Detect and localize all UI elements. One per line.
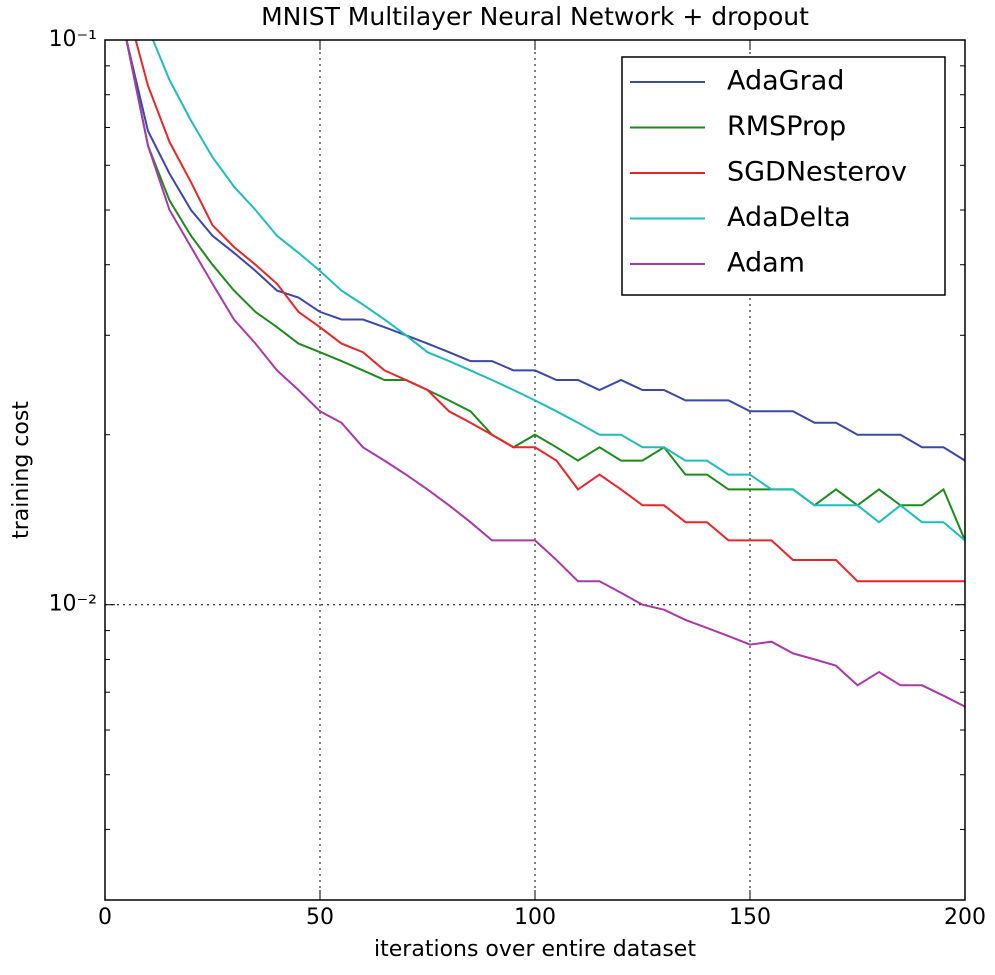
- legend-label: AdaGrad: [727, 66, 844, 97]
- x-tick-label: 100: [514, 905, 556, 930]
- legend-label: AdaDelta: [727, 202, 851, 233]
- legend-box: [621, 56, 946, 296]
- legend-label: RMSProp: [727, 111, 846, 142]
- plot-area: [125, 40, 965, 708]
- y-tick-label: 10⁻¹: [49, 27, 97, 52]
- x-tick-label: 50: [306, 905, 334, 930]
- y-tick-label: 10⁻²: [49, 592, 97, 617]
- x-tick-label: 0: [98, 905, 112, 930]
- x-tick-label: 150: [729, 905, 771, 930]
- series-line: [125, 40, 965, 541]
- plot-frame: [104, 39, 966, 901]
- series-line: [125, 40, 965, 708]
- legend-label: Adam: [727, 248, 805, 279]
- x-tick-label: 200: [944, 905, 986, 930]
- x-axis-label: iterations over entire dataset: [374, 937, 696, 962]
- series-line: [151, 40, 965, 542]
- legend-label: SGDNesterov: [727, 157, 907, 188]
- series-line: [134, 40, 965, 583]
- y-axis-label: training cost: [9, 401, 34, 539]
- series-line: [125, 40, 965, 462]
- chart-title: MNIST Multilayer Neural Network + dropou…: [261, 2, 809, 31]
